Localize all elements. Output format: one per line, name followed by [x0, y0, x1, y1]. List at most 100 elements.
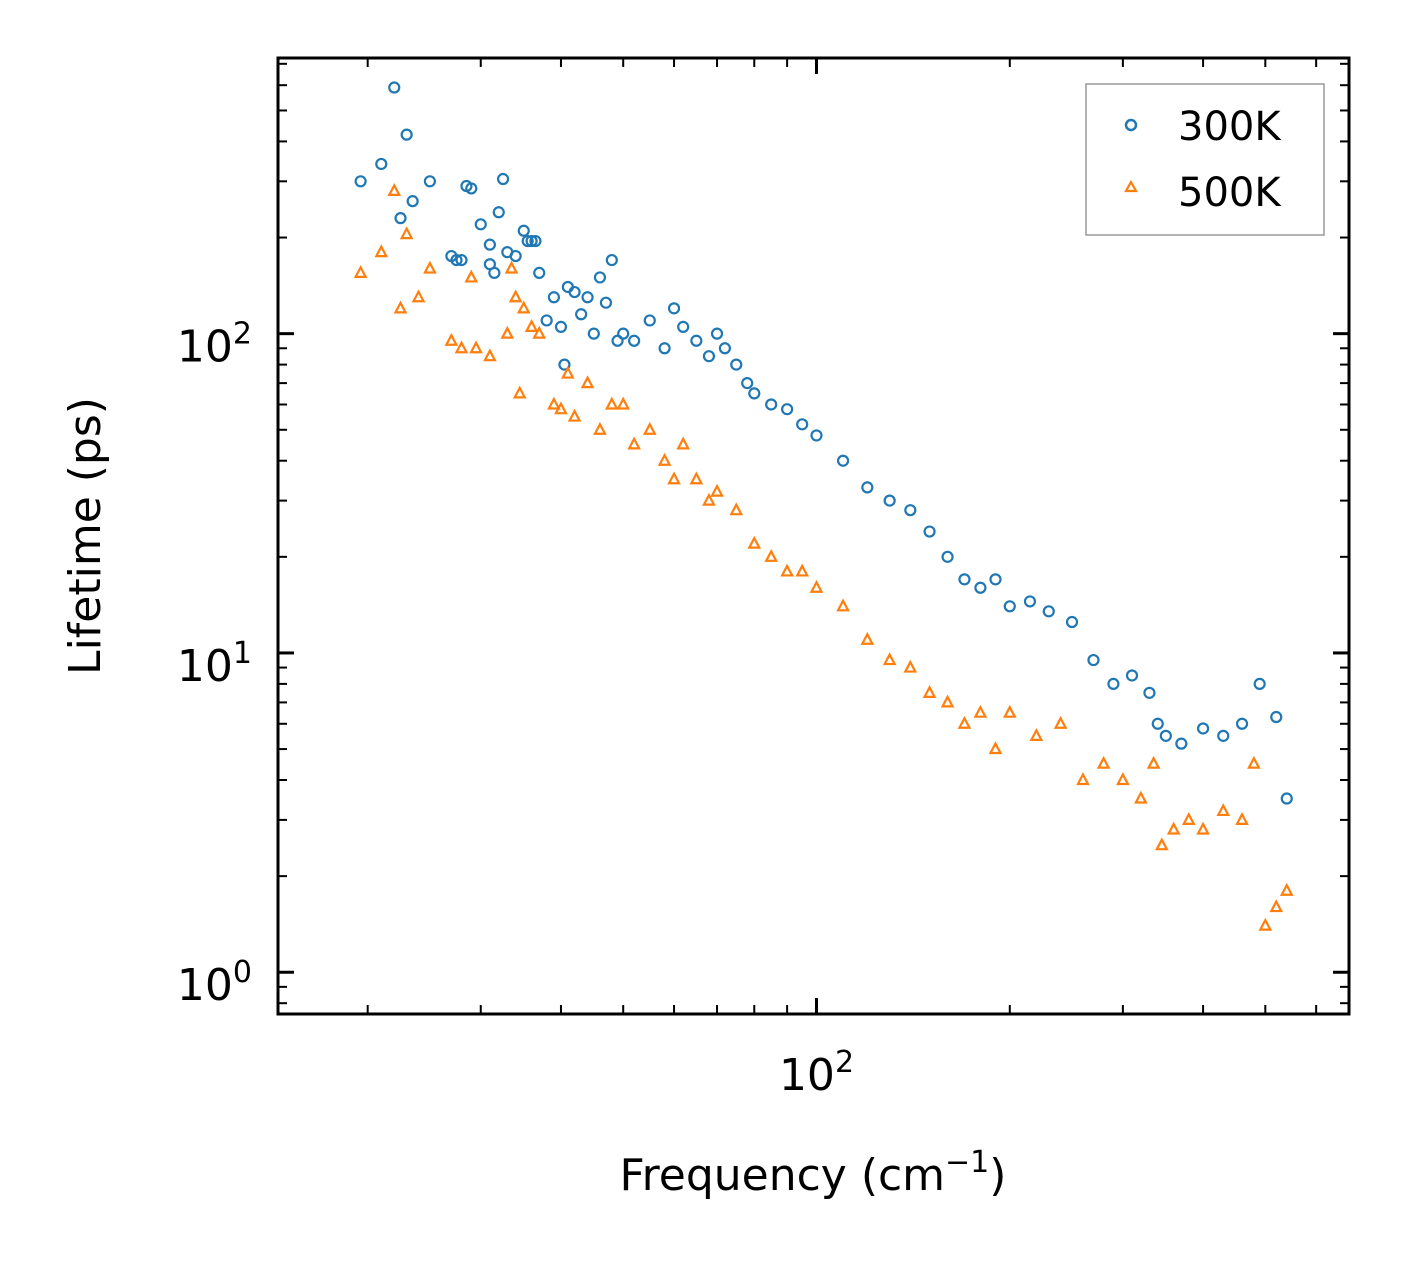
data-point-300k — [554, 320, 568, 333]
data-point-300k — [488, 266, 501, 279]
data-point-500k — [454, 340, 469, 354]
data-point-500k — [1134, 790, 1148, 804]
data-point-500k — [353, 265, 368, 278]
data-point-500k — [1279, 882, 1294, 896]
data-point-300k — [568, 285, 581, 299]
legend: 300K 500K — [1085, 83, 1325, 236]
data-point-500k — [922, 684, 937, 698]
data-point-300k — [521, 234, 534, 248]
data-point-500k — [1258, 917, 1273, 931]
data-point-300k — [796, 418, 809, 431]
data-point-500k — [504, 260, 519, 274]
data-point-500k — [1269, 899, 1284, 913]
x-tick-label-100: 102 — [779, 1045, 854, 1101]
y-tick-label-10: 101 — [177, 636, 252, 692]
data-point-500k — [702, 492, 716, 506]
data-point-300k — [781, 403, 794, 416]
data-point-500k — [860, 631, 875, 645]
data-point-300k — [730, 358, 743, 371]
y-tick-label-1: 100 — [177, 955, 252, 1011]
data-point-500k — [554, 401, 568, 415]
data-point-300k — [643, 314, 656, 327]
data-point-300k — [810, 429, 823, 442]
data-point-300k — [547, 291, 561, 304]
data-point-500k — [580, 375, 595, 389]
data-point-300k — [1270, 710, 1283, 724]
data-point-300k — [400, 128, 413, 141]
data-point-500k — [444, 332, 459, 346]
data-point-500k — [1096, 755, 1111, 769]
legend-box — [1085, 83, 1325, 236]
data-point-300k — [593, 271, 607, 284]
data-point-300k — [575, 308, 588, 321]
data-point-500k — [764, 548, 778, 562]
data-point-300k — [496, 172, 510, 186]
data-point-500k — [809, 579, 824, 593]
data-point-500k — [1002, 704, 1017, 718]
data-point-300k — [375, 157, 388, 171]
data-point-300k — [904, 504, 917, 517]
data-point-300k — [540, 314, 553, 327]
data-point-300k — [1217, 729, 1230, 742]
series-300k — [354, 81, 1293, 805]
data-point-300k — [450, 253, 463, 267]
data-point-300k — [1107, 677, 1120, 690]
plot-frame — [276, 56, 1351, 1016]
data-point-300k — [388, 81, 401, 94]
data-point-300k — [1159, 729, 1172, 742]
data-point-500k — [1247, 755, 1261, 769]
data-point-300k — [1196, 722, 1210, 735]
data-point-300k — [509, 249, 522, 263]
data-point-300k — [702, 350, 716, 363]
data-point-300k — [941, 550, 954, 563]
data-point-500k — [567, 408, 582, 422]
data-point-300k — [883, 494, 896, 507]
data-point-300k — [741, 377, 754, 390]
data-point-500k — [399, 226, 414, 240]
data-point-500k — [532, 325, 547, 339]
data-point-500k — [1116, 772, 1130, 786]
data-point-300k — [658, 342, 671, 355]
data-point-500k — [667, 471, 681, 485]
data-point-300k — [958, 573, 971, 586]
data-point-300k — [483, 238, 496, 251]
data-point-300k — [1253, 677, 1266, 690]
data-point-300k — [525, 234, 538, 248]
data-point-300k — [1125, 669, 1139, 682]
data-point-500k — [483, 348, 497, 362]
data-point-500k — [593, 421, 607, 435]
data-point-500k — [747, 535, 762, 549]
data-point-300k — [1042, 605, 1055, 618]
data-point-300k — [1235, 717, 1249, 730]
data-point-300k — [923, 525, 936, 538]
legend-label-300k: 300K — [1178, 104, 1282, 150]
data-point-300k — [354, 175, 367, 188]
data-point-500k — [1155, 837, 1169, 851]
x-axis-title: Frequency (cm−1) — [620, 1145, 1007, 1201]
data-point-500k — [1196, 821, 1210, 835]
data-point-300k — [455, 253, 468, 267]
data-point-500k — [423, 260, 437, 274]
data-point-500k — [524, 319, 539, 332]
data-point-300k — [836, 454, 850, 467]
legend-marker-300k — [1124, 118, 1138, 132]
data-point-500k — [1029, 727, 1044, 741]
data-point-300k — [1065, 615, 1079, 629]
data-point-500k — [1166, 821, 1181, 835]
data-point-500k — [627, 436, 641, 450]
data-point-500k — [512, 385, 527, 399]
data-point-500k — [374, 244, 389, 258]
data-point-500k — [1235, 812, 1249, 826]
data-point-300k — [605, 253, 618, 267]
data-point-500k — [957, 715, 972, 729]
data-point-300k — [690, 334, 703, 347]
data-point-300k — [748, 387, 761, 400]
data-point-500k — [500, 325, 515, 339]
data-point-500k — [469, 340, 483, 354]
data-point-500k — [973, 704, 988, 718]
data-point-500k — [1216, 803, 1231, 817]
data-point-500k — [411, 289, 426, 303]
data-point-300k — [406, 195, 419, 208]
data-point-500k — [1053, 715, 1068, 729]
